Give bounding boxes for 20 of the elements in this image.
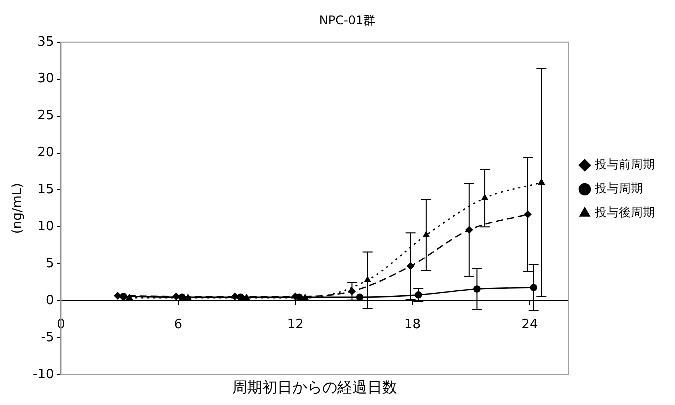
y-axis-title: (ng/mL): [10, 183, 26, 234]
y-tick-label: 25: [38, 108, 54, 124]
y-tick-label: 15: [38, 182, 54, 198]
y-tick-label: 20: [38, 146, 54, 161]
x-tick-label: 12: [287, 317, 304, 332]
legend-label: 投与前周期: [594, 158, 655, 172]
y-tick-label: 5: [46, 256, 54, 272]
x-tick-label: 24: [522, 317, 538, 332]
y-tick-label: -10: [33, 367, 54, 382]
x-axis-title: 周期初日からの経過日数: [232, 378, 398, 396]
y-tick-label: 30: [38, 72, 54, 87]
x-tick-label: 6: [174, 317, 183, 332]
legend-label: 投与後周期: [594, 206, 655, 220]
y-tick-label: 35: [38, 34, 54, 50]
y-tick-label: 10: [38, 220, 54, 235]
y-tick-label: -5: [41, 330, 54, 346]
chart-title: NPC-01群: [319, 13, 376, 28]
y-tick-label: 0: [46, 293, 54, 308]
x-tick-label: 18: [404, 317, 422, 332]
legend-label: 投与周期: [594, 182, 643, 196]
